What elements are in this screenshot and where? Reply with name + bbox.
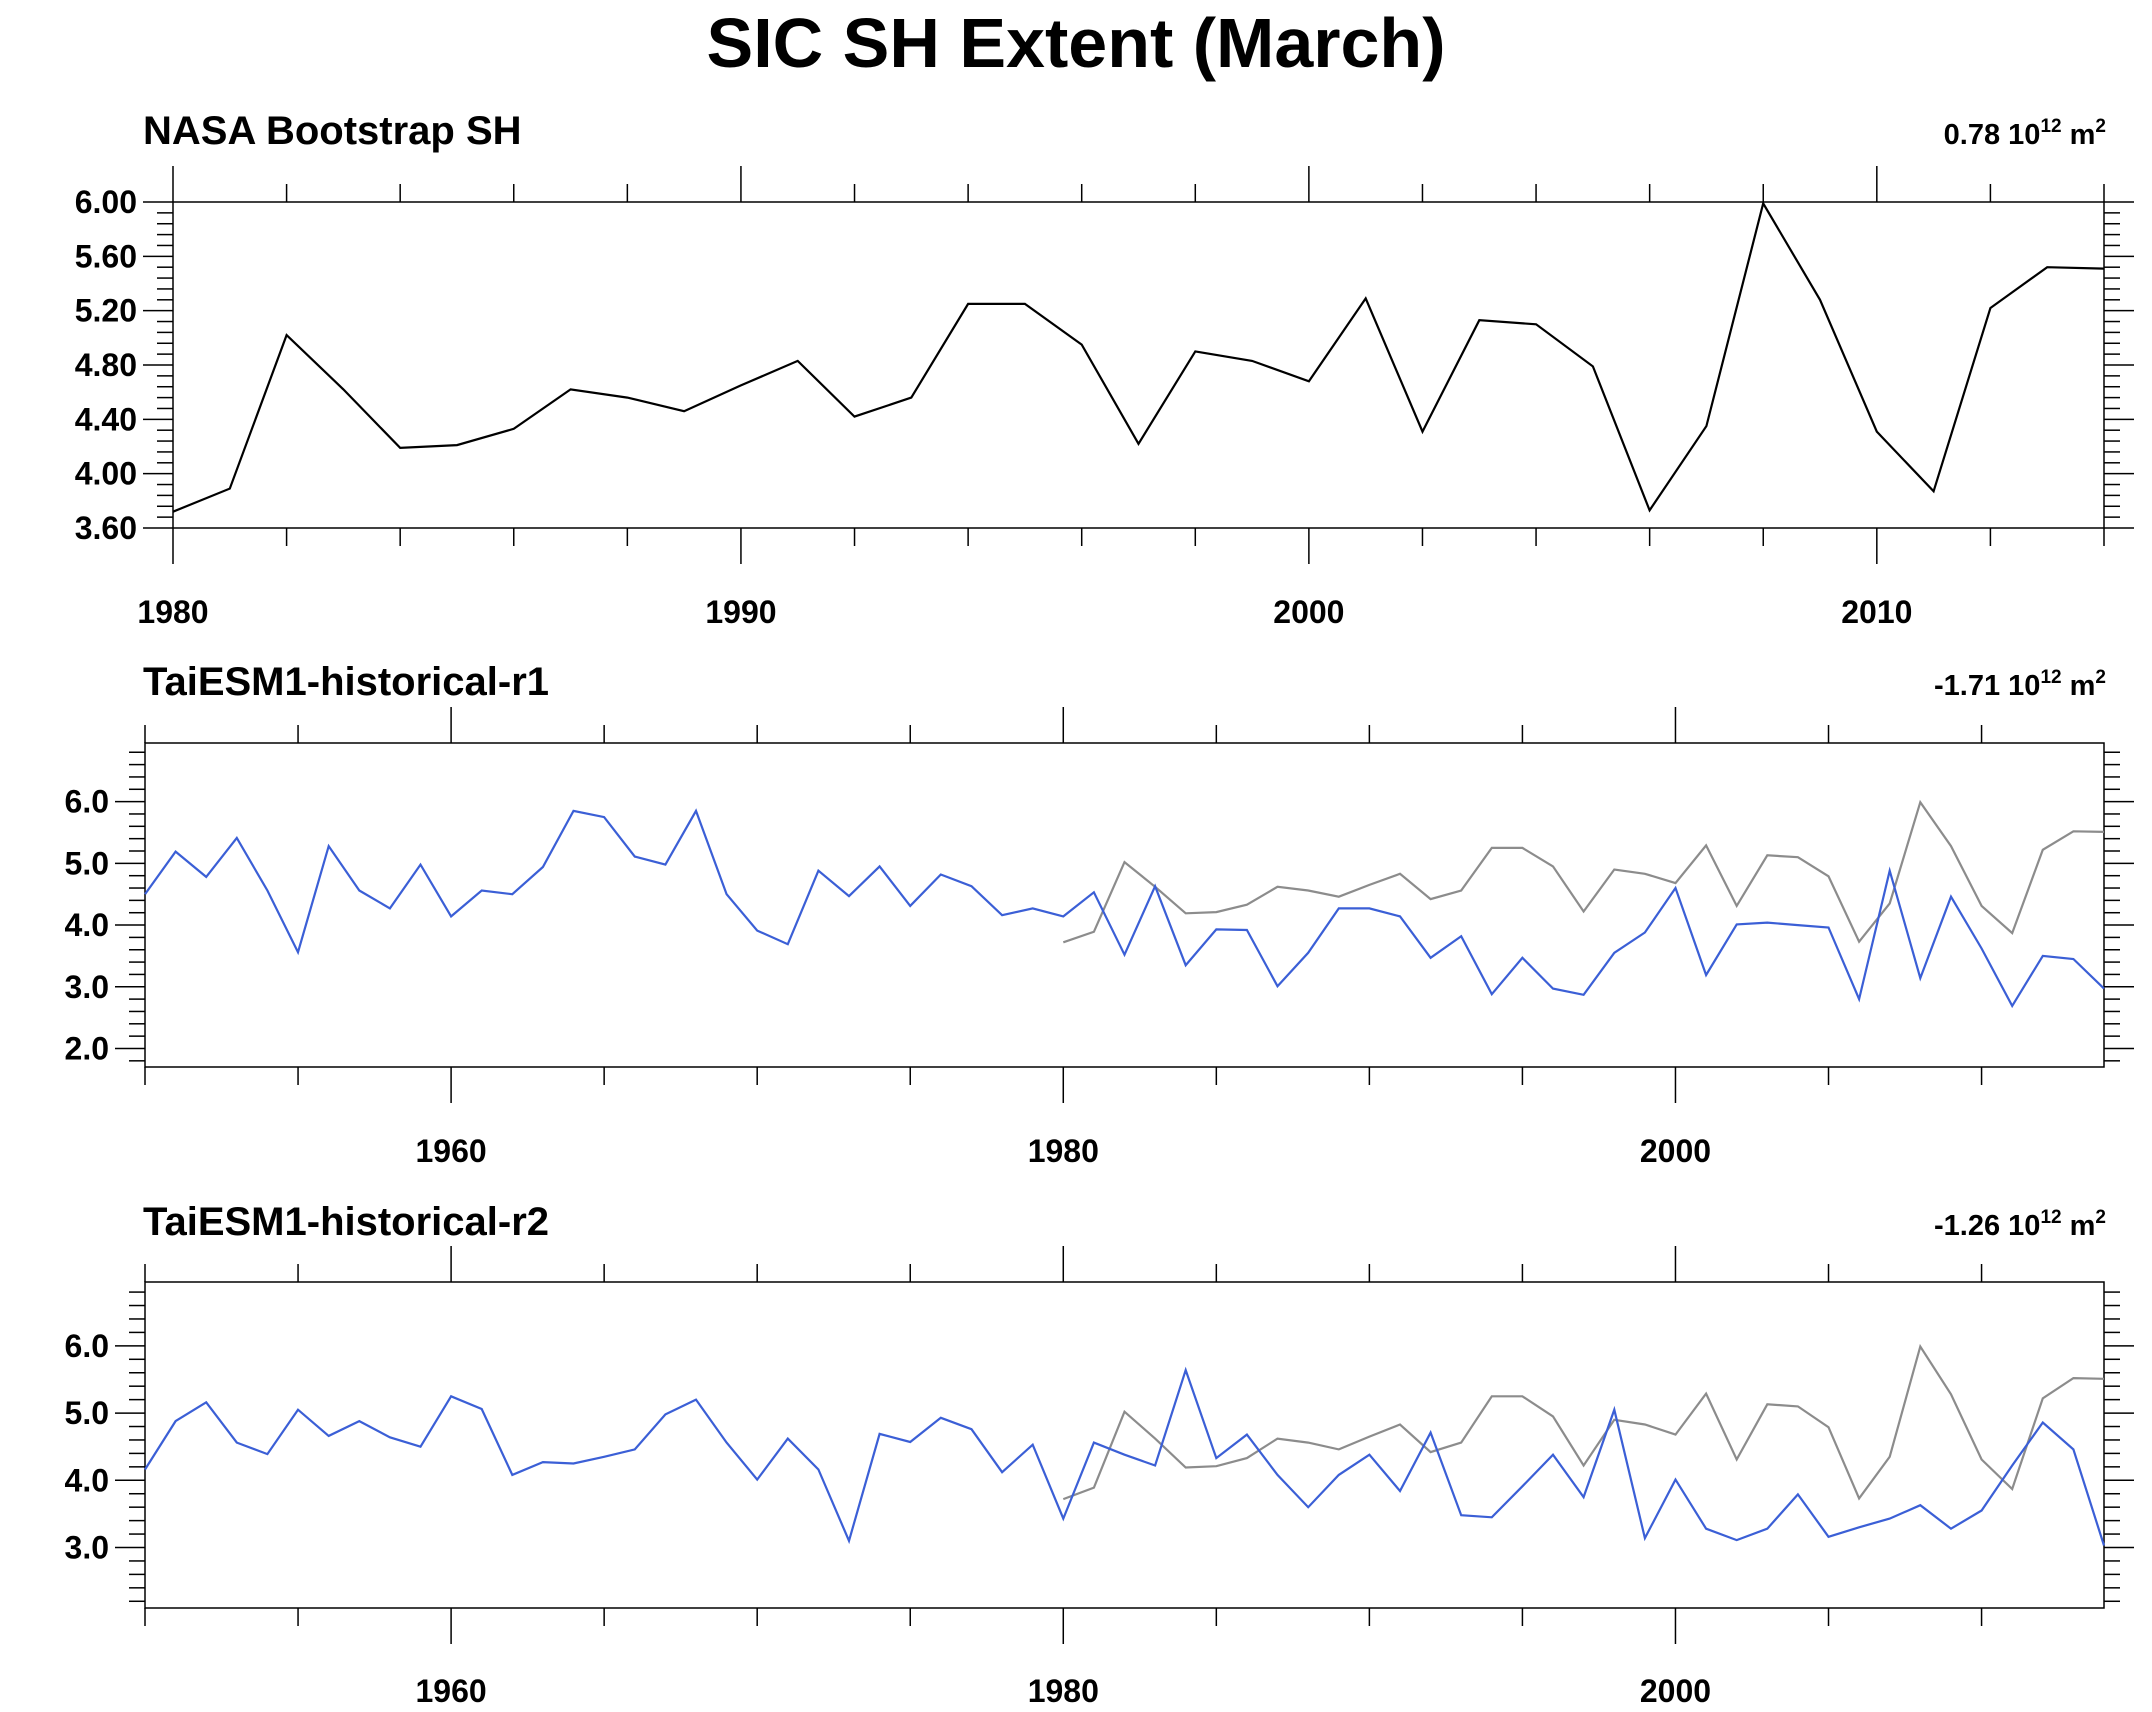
y-tick-label: 6.0 (65, 1328, 109, 1364)
trend-label: -1.71 1012 m2 (1934, 667, 2106, 702)
y-tick-label: 5.0 (65, 845, 109, 881)
panel-3: TaiESM1-historical-r2 -1.26 1012 m2 1960 19… (65, 1200, 2134, 1709)
panel-title: TaiESM1-historical-r2 (143, 1200, 549, 1244)
x-tick-label: 2000 (1273, 594, 1344, 630)
y-tick-label: 6.0 (65, 784, 109, 820)
y-tick-label: 6.00 (75, 184, 137, 220)
x-tick-label: 1960 (416, 1133, 487, 1169)
y-tick-label: 2.0 (65, 1030, 109, 1066)
panel-2: TaiESM1-historical-r1 -1.71 1012 m2 1960 19… (65, 660, 2134, 1169)
y-tick-label: 5.60 (75, 238, 137, 274)
page-title: SIC SH Extent (March) (706, 4, 1446, 82)
y-tick-label: 3.0 (65, 969, 109, 1005)
trend-label: -1.26 1012 m2 (1934, 1207, 2106, 1242)
x-tick-label: 2000 (1640, 1133, 1711, 1169)
y-tick-label: 3.60 (75, 510, 137, 546)
model-line (144, 1366, 2106, 1546)
x-tick-label: 1960 (416, 1673, 487, 1709)
observed-overlay-line (1062, 1343, 2105, 1501)
x-tick-label: 2000 (1640, 1673, 1711, 1709)
y-tick-label: 4.0 (65, 907, 109, 943)
y-tick-label: 4.40 (75, 401, 137, 437)
y-tick-label: 4.00 (75, 456, 137, 492)
x-tick-label: 1990 (705, 594, 776, 630)
plot-frame (172, 201, 2105, 529)
observed-overlay-line (1062, 799, 2105, 944)
panel-title: NASA Bootstrap SH (143, 109, 522, 153)
y-tick-label: 5.0 (65, 1395, 109, 1431)
observed-line (172, 200, 2105, 513)
x-tick-label: 2010 (1841, 594, 1912, 630)
y-tick-label: 4.0 (65, 1462, 109, 1498)
trend-label: 0.78 1012 m2 (1944, 116, 2106, 151)
panel-title: TaiESM1-historical-r1 (143, 660, 549, 704)
plot-frame (144, 742, 2105, 1068)
plot-frame (144, 1281, 2105, 1609)
x-tick-label: 1980 (1028, 1133, 1099, 1169)
x-tick-label: 1980 (1028, 1673, 1099, 1709)
x-tick-label: 1980 (137, 594, 208, 630)
y-tick-label: 5.20 (75, 293, 137, 329)
y-tick-label: 3.0 (65, 1530, 109, 1566)
model-line (144, 808, 2105, 1009)
panel-1: NASA Bootstrap SH 0.78 1012 m2 1980 1990 200… (75, 109, 2134, 630)
y-tick-label: 4.80 (75, 347, 137, 383)
